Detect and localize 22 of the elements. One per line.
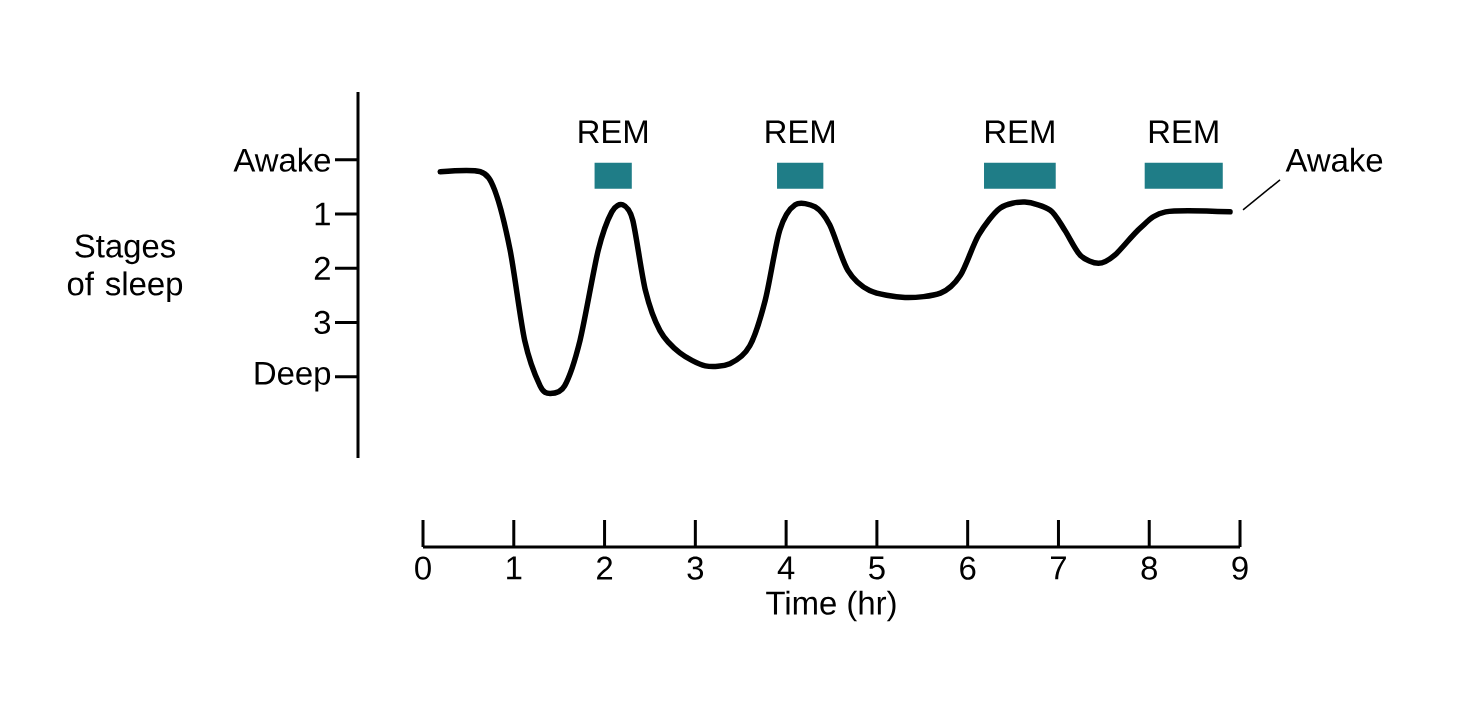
y-tick-label: 2 — [314, 256, 330, 280]
band-label: REM — [1149, 120, 1218, 144]
y-tick-label: 3 — [314, 310, 331, 335]
y-tick-label: 1 — [315, 202, 330, 226]
y-tick-label: Awake — [233, 147, 331, 172]
x-tick-label: 0 — [415, 556, 431, 580]
x-tick-label: 3 — [687, 556, 704, 580]
x-axis-title: Time (hr) — [766, 590, 896, 622]
annotation: Awake — [1285, 147, 1383, 172]
x-tick-label: 6 — [960, 556, 976, 580]
x-tick-label: 4 — [777, 556, 795, 580]
band-label: REM — [986, 120, 1054, 144]
x-tick-label: 8 — [1141, 556, 1157, 580]
band-label: REM — [579, 120, 648, 144]
x-tick-label: 5 — [869, 556, 885, 580]
y-tick-label: Deep — [255, 361, 331, 392]
band-label: REM — [766, 120, 835, 144]
x-tick-label: 1 — [507, 556, 522, 580]
x-tick-label: 2 — [597, 556, 613, 580]
y-axis-title: Stages of sleep — [67, 234, 183, 303]
x-tick-label: 9 — [1232, 556, 1248, 580]
x-tick-label: 7 — [1051, 556, 1066, 580]
